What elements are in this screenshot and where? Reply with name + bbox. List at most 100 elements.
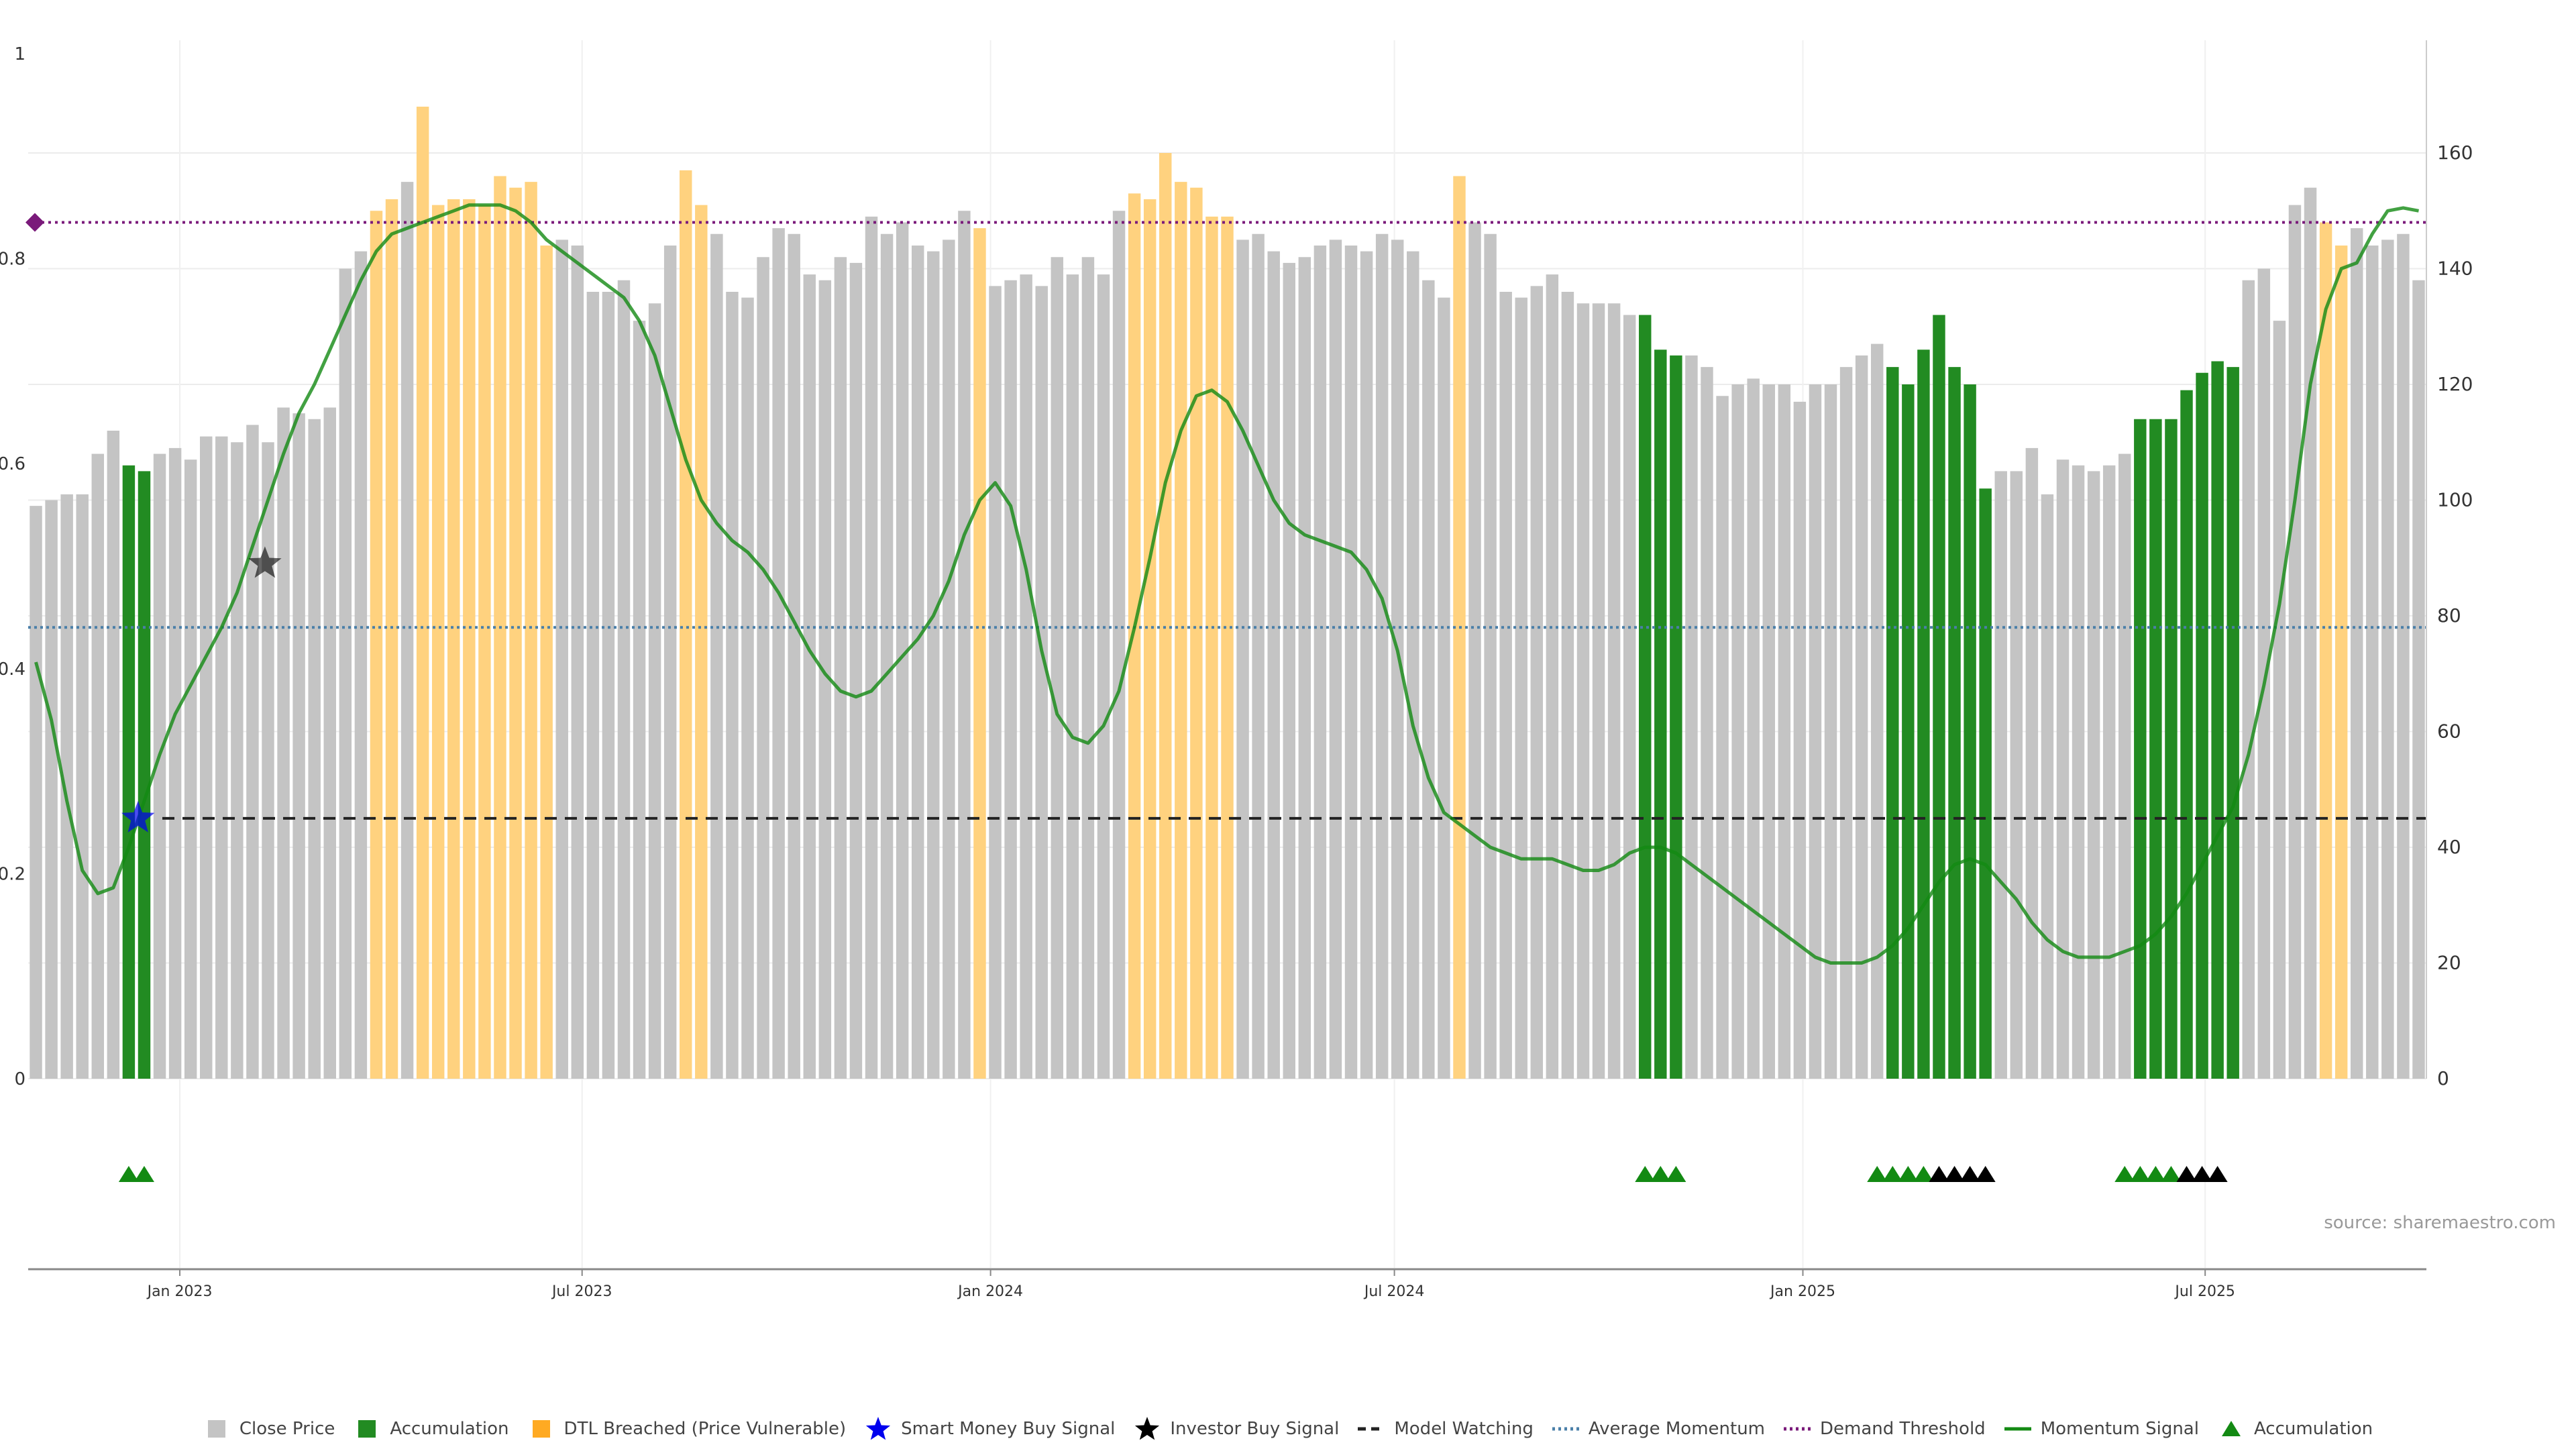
accumulation-triangle [1882, 1166, 1903, 1182]
accumulation-triangle [1867, 1166, 1888, 1182]
bar [663, 246, 677, 1079]
legend-label: Accumulation [2253, 1419, 2373, 1439]
bar [1685, 355, 1698, 1079]
bar [2397, 233, 2410, 1079]
bar [1159, 153, 1172, 1079]
bar [509, 187, 522, 1079]
bar [1933, 315, 1945, 1079]
bar [1190, 187, 1203, 1079]
bar [2010, 471, 2023, 1079]
bar [1066, 274, 1079, 1079]
x-axis-tick-label: Jul 2025 [2174, 1283, 2235, 1300]
bar [973, 228, 986, 1079]
bar [741, 297, 754, 1079]
bar [1329, 239, 1342, 1079]
bar [1298, 257, 1311, 1079]
bar [1175, 182, 1187, 1079]
legend-label: DTL Breached (Price Vulnerable) [564, 1419, 847, 1439]
legend-item[interactable]: Accumulation [2218, 1415, 2373, 1442]
bar [2350, 228, 2363, 1079]
legend-symbol-line [2004, 1427, 2031, 1431]
bar [2087, 471, 2100, 1079]
legend-item[interactable]: Average Momentum [1552, 1415, 1765, 1442]
legend-item[interactable]: Close Price [203, 1415, 335, 1442]
legend-label: Momentum Signal [2040, 1419, 2199, 1439]
markers-layer [118, 546, 2228, 1182]
bar [1623, 315, 1636, 1079]
bar [1205, 216, 1218, 1079]
bar [184, 460, 197, 1079]
bar [308, 419, 321, 1079]
legend-symbol-shape [207, 1420, 225, 1438]
bar [2072, 465, 2085, 1079]
x-axis-tick-label: Jan 2024 [957, 1283, 1023, 1300]
right-axis-tick-label: 20 [2437, 952, 2461, 974]
bar [1654, 350, 1667, 1079]
bar [2102, 465, 2116, 1079]
bar [168, 447, 182, 1079]
left-axis-tick-label: 0.2 [0, 864, 25, 884]
accumulation-triangle [118, 1166, 139, 1182]
bar [726, 292, 739, 1079]
legend-label: Model Watching [1394, 1419, 1534, 1439]
bar [1747, 378, 1760, 1079]
bar [2025, 447, 2039, 1079]
bar [571, 246, 584, 1079]
legend-item[interactable]: Momentum Signal [2004, 1415, 2199, 1442]
axes-layer: 0 0.2 0.4 0.6 0.8 1 0 20 40 60 80 100 120 140 160 Jan 2… [0, 40, 2473, 1300]
bar [1143, 199, 1157, 1079]
source-note: source: sharemaestro.com [2324, 1213, 2556, 1233]
bar [370, 211, 383, 1079]
bar [1283, 262, 1295, 1079]
legend-item[interactable]: Demand Threshold [1784, 1415, 1986, 1442]
bar [540, 246, 553, 1079]
bar [400, 182, 414, 1079]
legend-item[interactable]: DTL Breached (Price Vulnerable) [528, 1415, 847, 1442]
legend-item[interactable]: Model Watching [1358, 1415, 1534, 1442]
legend-label: Demand Threshold [1820, 1419, 1986, 1439]
accumulation-triangle [1944, 1166, 1965, 1182]
accumulation-triangle [1898, 1166, 1919, 1182]
legend-label: Close Price [239, 1419, 335, 1439]
legend-label: Investor Buy Signal [1170, 1419, 1340, 1439]
bar [122, 465, 136, 1079]
x-axis-tick-label: Jan 2025 [1769, 1283, 1835, 1300]
bar [1530, 286, 1544, 1079]
bar [1004, 280, 1017, 1079]
bar [1468, 222, 1481, 1079]
bar [1994, 471, 2007, 1079]
bar [958, 211, 971, 1079]
bar [447, 199, 460, 1079]
bar [231, 442, 244, 1079]
x-axis-tick-label: Jan 2023 [146, 1283, 213, 1300]
bar [76, 494, 89, 1079]
bar [586, 292, 600, 1079]
legend-item[interactable]: Accumulation [354, 1415, 509, 1442]
bar [1607, 303, 1621, 1079]
left-axis-tick-label: 0.6 [0, 454, 25, 474]
bar [292, 413, 305, 1079]
bar [1870, 343, 1884, 1079]
accumulation-triangle [2192, 1166, 2212, 1182]
bar [680, 170, 692, 1079]
left-axis-tick-label: 1 [14, 44, 25, 64]
legend-symbol-shape [532, 1420, 550, 1438]
bar [1128, 193, 1141, 1079]
bar [710, 233, 723, 1079]
bar [2134, 419, 2147, 1079]
legend-item[interactable]: Investor Buy Signal [1134, 1415, 1339, 1442]
right-axis-tick-label: 140 [2437, 258, 2473, 280]
bar [927, 251, 940, 1079]
accumulation-triangle [133, 1166, 154, 1182]
legend-label: Accumulation [390, 1419, 509, 1439]
bar [416, 107, 429, 1079]
bar [60, 494, 73, 1079]
bar [1701, 367, 1713, 1079]
bar [2334, 246, 2348, 1079]
bar [1112, 211, 1126, 1079]
bar [943, 239, 955, 1079]
accumulation-triangle [1960, 1166, 1980, 1182]
bar [1793, 401, 1807, 1079]
legend-item[interactable]: Smart Money Buy Signal [865, 1415, 1115, 1442]
legend: Close Price Accumulation DTL Breached (Pri… [0, 1412, 2576, 1446]
